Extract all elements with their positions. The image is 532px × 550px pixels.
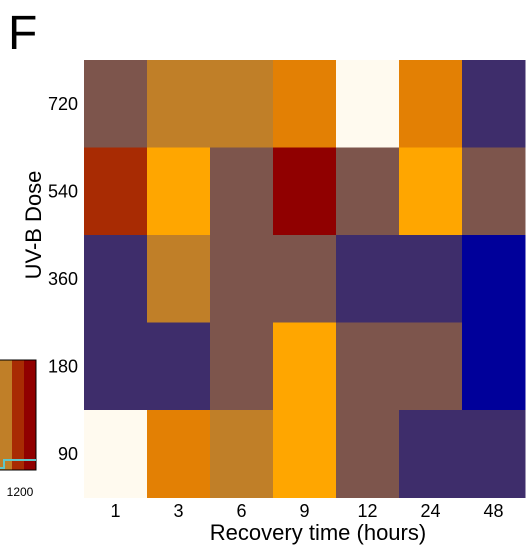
heatmap-cell-r4-c2: [210, 410, 274, 498]
y-tick-label: 720: [48, 94, 78, 114]
heatmap-cell-r0-c3: [273, 60, 337, 148]
heatmap-cell-r3-c1: [147, 322, 211, 411]
colorbar-segment: [0, 360, 13, 470]
heatmap-cell-r1-c0: [84, 147, 148, 236]
colorbar-trace-line: [0, 459, 36, 469]
heatmap-cell-r1-c6: [462, 147, 526, 236]
heatmap-cell-r4-c5: [399, 410, 463, 498]
heatmap-cell-r3-c0: [84, 322, 148, 411]
heatmap-cell-r1-c4: [336, 147, 400, 236]
x-tick-label: 12: [357, 501, 377, 521]
heatmap-cell-r3-c4: [336, 322, 400, 411]
heatmap-cell-r2-c1: [147, 235, 211, 323]
heatmap-cell-r4-c4: [336, 410, 400, 498]
colorbar-tick-label: 1200: [7, 485, 34, 499]
heatmap-cell-r4-c0: [84, 410, 148, 498]
heatmap-cell-r2-c3: [273, 235, 337, 323]
heatmap-cell-r0-c2: [210, 60, 274, 148]
colorbar-segment: [24, 360, 37, 470]
heatmap-cell-r0-c4: [336, 60, 400, 148]
heatmap-cell-r2-c5: [399, 235, 463, 323]
y-tick-label: 540: [48, 181, 78, 201]
heatmap-cell-r1-c5: [399, 147, 463, 236]
heatmap-cell-r1-c2: [210, 147, 274, 236]
heatmap-cell-r4-c1: [147, 410, 211, 498]
heatmap-cell-r0-c1: [147, 60, 211, 148]
x-tick-label: 6: [236, 501, 246, 521]
heatmap-cell-r1-c1: [147, 147, 211, 236]
x-tick-label: 24: [420, 501, 440, 521]
x-tick-label: 9: [299, 501, 309, 521]
heatmap-cell-r1-c3: [273, 147, 337, 236]
x-tick-label: 3: [173, 501, 183, 521]
heatmap-cell-r3-c6: [462, 322, 526, 411]
y-tick-label: 360: [48, 269, 78, 289]
heatmap-cell-r4-c6: [462, 410, 526, 498]
heatmap-cell-r0-c5: [399, 60, 463, 148]
heatmap-cell-r3-c3: [273, 322, 337, 411]
heatmap-cell-r0-c0: [84, 60, 148, 148]
y-tick-label: 90: [58, 444, 78, 464]
y-axis-label: UV-B Dose: [21, 171, 46, 280]
heatmap-cell-r4-c3: [273, 410, 337, 498]
heatmap-cell-r2-c6: [462, 235, 526, 323]
y-tick-label: 180: [48, 356, 78, 376]
x-axis-label: Recovery time (hours): [210, 520, 426, 545]
x-tick-label: 48: [483, 501, 503, 521]
panel-label: F: [8, 7, 38, 60]
colorbar-segment: [12, 360, 25, 470]
colorbar-frame: [0, 359, 37, 471]
heatmap-cell-r0-c6: [462, 60, 526, 148]
x-tick-label: 1: [110, 501, 120, 521]
heatmap-cell-r2-c2: [210, 235, 274, 323]
colorbar: 1200: [0, 359, 37, 499]
heatmap-cell-r3-c5: [399, 322, 463, 411]
heatmap-cell-r2-c0: [84, 235, 148, 323]
heatmap-cell-r2-c4: [336, 235, 400, 323]
heatmap-cell-r3-c2: [210, 322, 274, 411]
